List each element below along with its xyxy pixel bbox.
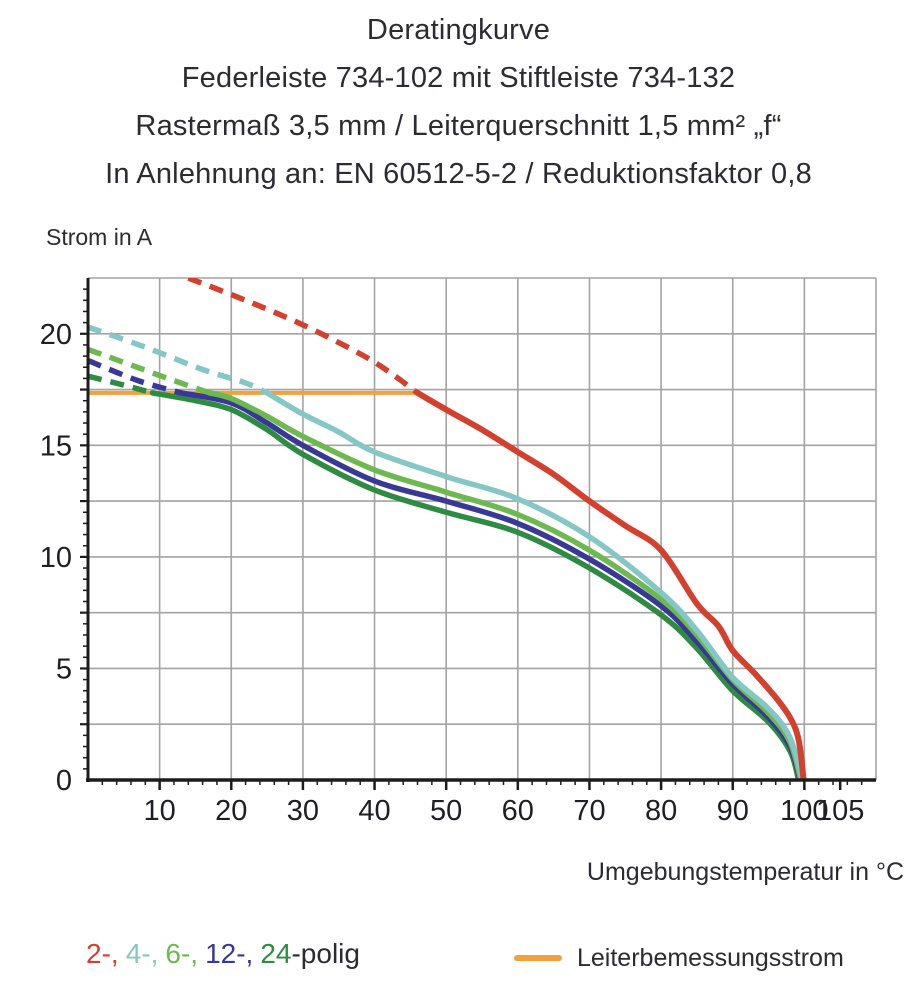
legend-pole-item: 4-, <box>125 938 159 969</box>
legend-poles-suffix: -polig <box>291 938 360 969</box>
curve-solid-24-polig <box>149 390 802 780</box>
rated-current-label: Leiterbemessungsstrom <box>577 943 844 972</box>
y-axis-title: Strom in A <box>46 224 153 250</box>
curve-dashed-12-polig <box>88 358 182 396</box>
x-tick-label: 40 <box>358 795 390 827</box>
legend-pole-item: 2-, <box>86 938 119 969</box>
x-axis-title: Umgebungstemperatur in °C <box>586 858 904 886</box>
x-tick-label: 100 <box>780 795 828 827</box>
curve-solid-2-polig <box>414 389 807 780</box>
curve-dashed-6-polig <box>88 346 211 396</box>
curve-dashed-2-polig <box>187 278 420 396</box>
chart-subtitle-product: Federleiste 734-102 mit Stiftleiste 734-… <box>181 62 736 94</box>
y-tick-label: 20 <box>40 319 72 351</box>
x-tick-label: 105 <box>816 795 864 827</box>
legend-pole-item: 6-, <box>165 938 199 969</box>
legend-pole-item: 12-, <box>205 938 254 969</box>
x-tick-label: 80 <box>645 795 677 827</box>
chart-title-block: Deratingkurve Federleiste 734-102 mit St… <box>0 6 917 198</box>
axis-ticks <box>80 288 863 790</box>
curve-dashed-4-polig <box>88 324 269 396</box>
legend-pole-item: 24 <box>260 938 292 969</box>
curves <box>88 278 807 780</box>
curve-solid-12-polig <box>178 390 803 780</box>
y-tick-label: 15 <box>40 430 72 462</box>
y-tick-label: 10 <box>40 542 72 574</box>
curve-dashed-24-polig <box>88 373 154 396</box>
x-tick-label: 30 <box>287 795 319 827</box>
gridlines <box>88 277 877 780</box>
chart-subtitle-standard: In Anlehnung an: EN 60512-5-2 / Reduktio… <box>105 158 812 190</box>
poles-legend: 2-, 4-, 6-, 12-, 24-polig <box>86 938 360 970</box>
rated-current-legend: Leiterbemessungsstrom <box>514 938 844 978</box>
y-tick-label: 5 <box>56 653 72 685</box>
chart-subtitle-spec: Rastermaß 3,5 mm / Leiterquerschnitt 1,5… <box>135 110 782 142</box>
curve-solid-4-polig <box>264 390 805 780</box>
x-tick-label: 50 <box>430 795 462 827</box>
x-tick-label: 70 <box>573 795 605 827</box>
x-tick-label: 90 <box>717 795 749 827</box>
y-tick-label: 0 <box>56 765 72 797</box>
curve-solid-6-polig <box>207 390 804 780</box>
chart-title: Deratingkurve <box>366 14 551 46</box>
x-tick-label: 20 <box>215 795 247 827</box>
x-tick-label: 10 <box>144 795 176 827</box>
x-tick-label: 60 <box>502 795 534 827</box>
rated-current-swatch <box>514 955 562 961</box>
